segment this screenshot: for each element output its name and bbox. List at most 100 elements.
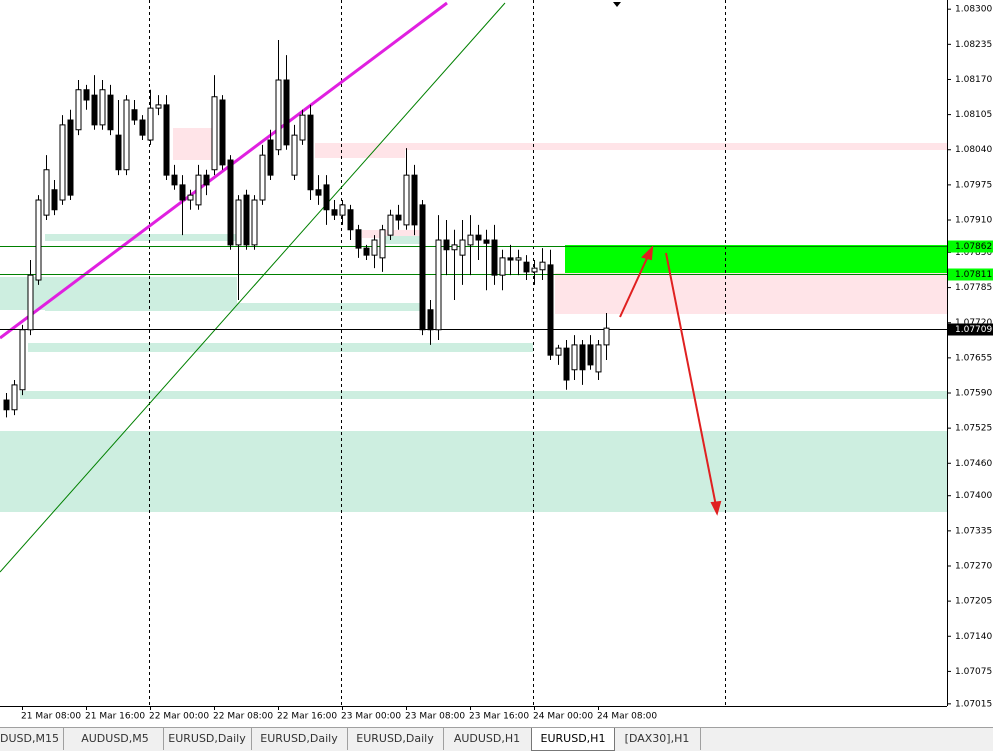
candle-body — [155, 104, 162, 109]
y-tick-label: 1.07400 — [955, 491, 992, 501]
candle-body — [331, 209, 338, 216]
candle-body — [43, 169, 50, 216]
candle-body — [587, 344, 594, 366]
level-label: 1.07862 — [955, 242, 992, 252]
levels — [0, 246, 947, 330]
chart-tab[interactable]: EURUSD,Daily — [251, 728, 348, 750]
candle-body — [75, 89, 82, 131]
level-label-box — [948, 323, 993, 336]
y-tick-label: 1.08170 — [955, 75, 992, 85]
candle-body — [275, 79, 282, 151]
x-tick-label: 21 Mar 08:00 — [21, 712, 81, 722]
candle-body — [483, 239, 490, 244]
candle-body — [507, 257, 514, 261]
chart-tab[interactable]: EURUSD,Daily — [347, 728, 444, 750]
candle-body — [11, 384, 18, 411]
candle-body — [379, 229, 386, 259]
candles — [3, 40, 610, 418]
demand-zone — [20, 391, 947, 399]
y-tick-label: 1.07850 — [955, 248, 992, 258]
candle-body — [323, 184, 330, 211]
candle-body — [355, 229, 362, 249]
candle-body — [195, 174, 202, 206]
level-label: 1.07709 — [955, 325, 992, 335]
arrow-head — [641, 245, 654, 261]
candle-body — [347, 209, 354, 231]
candle-body — [211, 96, 218, 171]
marker — [613, 2, 621, 7]
x-tick-label: 22 Mar 16:00 — [277, 712, 337, 722]
x-tick-label: 21 Mar 16:00 — [85, 712, 145, 722]
candle-body — [107, 94, 114, 131]
y-tick-label: 1.08105 — [955, 110, 992, 120]
candle-body — [459, 239, 466, 256]
zones — [0, 128, 947, 512]
candle-body — [203, 174, 210, 186]
trend-line — [0, 1, 448, 340]
chart-tab[interactable]: AUDUSD,H1 — [443, 728, 532, 750]
chart-tab[interactable]: EURUSD,Daily — [163, 728, 252, 750]
candle-body — [491, 239, 498, 276]
candle-body — [67, 119, 74, 196]
y-tick-label: 1.07270 — [955, 561, 992, 571]
chart-tab[interactable]: [DAX30],H1 — [614, 728, 701, 750]
y-tick-label: 1.07015 — [955, 699, 992, 709]
y-tick-label: 1.07525 — [955, 424, 992, 434]
candle-body — [539, 261, 546, 271]
candle-body — [91, 94, 98, 126]
candle-body — [411, 174, 418, 226]
candle-body — [51, 189, 58, 211]
y-tick-label: 1.07910 — [955, 216, 992, 226]
candle-body — [179, 184, 186, 201]
candle-body — [371, 239, 378, 256]
arrow — [665, 252, 717, 507]
candle-body — [475, 234, 482, 241]
candle-body — [3, 399, 10, 411]
y-tick-label: 1.07460 — [955, 459, 992, 469]
candle-body — [291, 134, 298, 176]
y-tick-label: 1.08040 — [955, 145, 992, 155]
candle-body — [19, 329, 26, 391]
candle-body — [595, 344, 602, 373]
candle-body — [563, 347, 570, 381]
trend-line — [0, 2, 506, 573]
demand-zone — [28, 343, 533, 352]
y-tick-label: 1.08300 — [955, 5, 992, 15]
candle-body — [35, 199, 42, 281]
candle-body — [443, 239, 450, 251]
tab-bar: DUSD,M15 AUDUSD,M5 EURUSD,Daily EURUSD,Dail… — [0, 727, 993, 751]
supply-zone — [315, 150, 405, 158]
chart-tab[interactable]: DUSD,M15 — [0, 728, 64, 750]
candle-body — [99, 89, 106, 126]
candle-body — [83, 89, 90, 101]
candle-body — [115, 134, 122, 171]
chart: 1.08300 1.08235 1.08170 1.08105 1.08040 1.079… — [0, 0, 993, 722]
chart-tab[interactable]: EURUSD,H1 — [531, 728, 615, 751]
candle-body — [123, 99, 130, 171]
y-tick-label: 1.07785 — [955, 283, 992, 293]
x-tick-label: 24 Mar 08:00 — [597, 712, 657, 722]
candle-body — [315, 189, 322, 196]
x-axis: 21 Mar 08:00 21 Mar 16:00 22 Mar 00:00 22 M… — [21, 706, 657, 722]
y-tick-label: 1.07205 — [955, 597, 992, 607]
candle-body — [339, 204, 346, 216]
candle-body — [523, 261, 530, 273]
candle-body — [131, 109, 138, 121]
y-tick-label: 1.08235 — [955, 40, 992, 50]
candle-body — [451, 244, 458, 251]
candle-body — [243, 194, 250, 246]
candle-body — [555, 347, 562, 356]
candle-body — [299, 114, 306, 141]
y-tick-label: 1.07655 — [955, 353, 992, 363]
demand-zone — [385, 236, 420, 244]
x-tick-label: 24 Mar 00:00 — [533, 712, 593, 722]
candle-body — [531, 267, 538, 273]
candle-body — [267, 139, 274, 176]
candle-body — [187, 194, 194, 201]
supply-zone — [315, 143, 947, 150]
candle-body — [363, 247, 370, 256]
supply-zone — [173, 128, 212, 160]
demand-zone — [45, 303, 420, 311]
chart-tab[interactable]: AUDUSD,M5 — [67, 728, 164, 750]
